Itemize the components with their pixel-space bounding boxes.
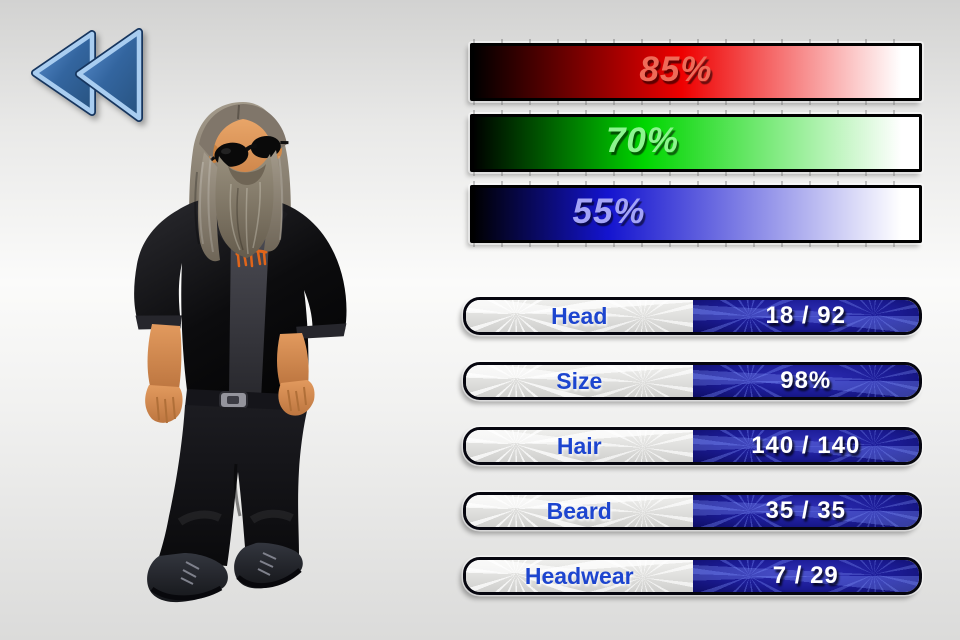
option-rows: Head 18 / 92 Size 98% Hair 140 / 140 B	[463, 297, 922, 622]
character-model	[134, 102, 347, 603]
character-preview[interactable]	[100, 92, 360, 617]
option-label: Size	[556, 367, 603, 394]
option-value: 7 / 29	[772, 562, 839, 589]
option-row-size[interactable]: Size 98%	[463, 362, 922, 400]
green-slider-value-label: 70%	[605, 121, 679, 160]
color-sliders: 85% 70% 55%	[470, 39, 922, 256]
option-row-hair-label-side[interactable]: Hair	[466, 430, 693, 462]
option-row-headwear-label-side[interactable]: Headwear	[466, 560, 693, 592]
option-row-beard[interactable]: Beard 35 / 35	[463, 492, 922, 530]
green-intensity-slider[interactable]: 70%	[470, 110, 922, 176]
option-value: 140 / 140	[751, 432, 861, 459]
option-row-beard-label-side[interactable]: Beard	[466, 495, 693, 527]
option-label: Hair	[556, 432, 602, 459]
option-row-size-value-side[interactable]: 98%	[692, 365, 919, 397]
option-row-head-label-side[interactable]: Head	[466, 300, 693, 332]
option-value: 18 / 92	[765, 302, 846, 329]
option-label: Beard	[546, 497, 612, 524]
option-row-head-value-side[interactable]: 18 / 92	[692, 300, 919, 332]
red-intensity-slider[interactable]: 85%	[470, 39, 922, 105]
option-row-headwear-value-side[interactable]: 7 / 29	[692, 560, 919, 592]
option-value: 35 / 35	[765, 497, 846, 524]
option-row-hair[interactable]: Hair 140 / 140	[463, 427, 922, 465]
option-row-headwear[interactable]: Headwear 7 / 29	[463, 557, 922, 595]
back-button[interactable]	[28, 26, 146, 126]
option-label: Head	[551, 302, 608, 329]
option-row-hair-value-side[interactable]: 140 / 140	[692, 430, 919, 462]
blue-intensity-slider[interactable]: 55%	[470, 181, 922, 247]
red-slider-value-label: 85%	[639, 50, 713, 89]
option-label: Headwear	[524, 562, 634, 589]
double-chevron-left-icon	[31, 28, 143, 122]
option-row-beard-value-side[interactable]: 35 / 35	[692, 495, 919, 527]
option-row-size-label-side[interactable]: Size	[466, 365, 693, 397]
option-row-head[interactable]: Head 18 / 92	[463, 297, 922, 335]
option-value: 98%	[780, 367, 832, 394]
blue-slider-value-label: 55%	[572, 192, 646, 231]
